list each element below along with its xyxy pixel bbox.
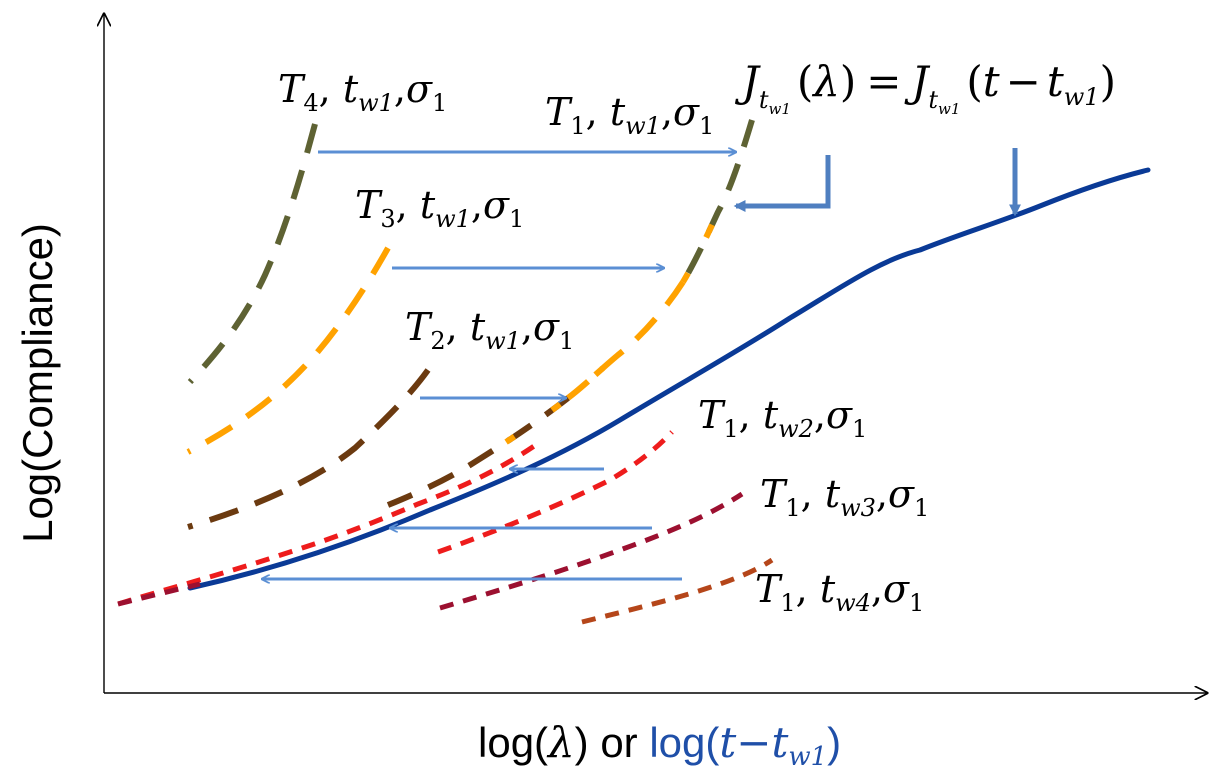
label-T3: T3, tw1,σ1 [355, 183, 524, 233]
shifted-tw-curves [117, 439, 542, 607]
label-tw2: T1, tw2,σ1 [698, 393, 867, 443]
curve-T3 [186, 246, 391, 455]
label-T1-tw1: T1, tw1,σ1 [545, 90, 714, 140]
shifted-T2-segment [386, 395, 570, 508]
shifted-T4-segment [680, 119, 755, 284]
shifted-T3-segment-overlap [680, 210, 721, 284]
label-T2: T2, tw1,σ1 [405, 305, 574, 355]
equation-pointer-to-shifted [733, 155, 831, 212]
curve-tw4 [581, 557, 774, 625]
equivalence-equation: Jtw1(λ) = Jtw1(t − tw1) [734, 57, 1116, 118]
curve-T2 [187, 368, 431, 530]
master-compliance-curve [187, 167, 1151, 591]
label-tw3: T1, tw3,σ1 [760, 472, 929, 522]
label-T4: T4, tw1,σ1 [278, 67, 447, 117]
shifted-T2-segment-overlap [476, 352, 620, 463]
label-tw4: T1, tw4,σ1 [755, 567, 924, 617]
shifted-T3-segment [566, 280, 686, 401]
curve-T4 [187, 123, 318, 385]
x-axis-label: log(λ) or log(t−tw1) [478, 718, 841, 772]
y-axis-label: Log(Compliance) [14, 223, 61, 543]
curve-tw3 [439, 491, 744, 611]
curve-tw2 [437, 430, 674, 555]
shifted-tw-curves-crimson [117, 581, 201, 607]
